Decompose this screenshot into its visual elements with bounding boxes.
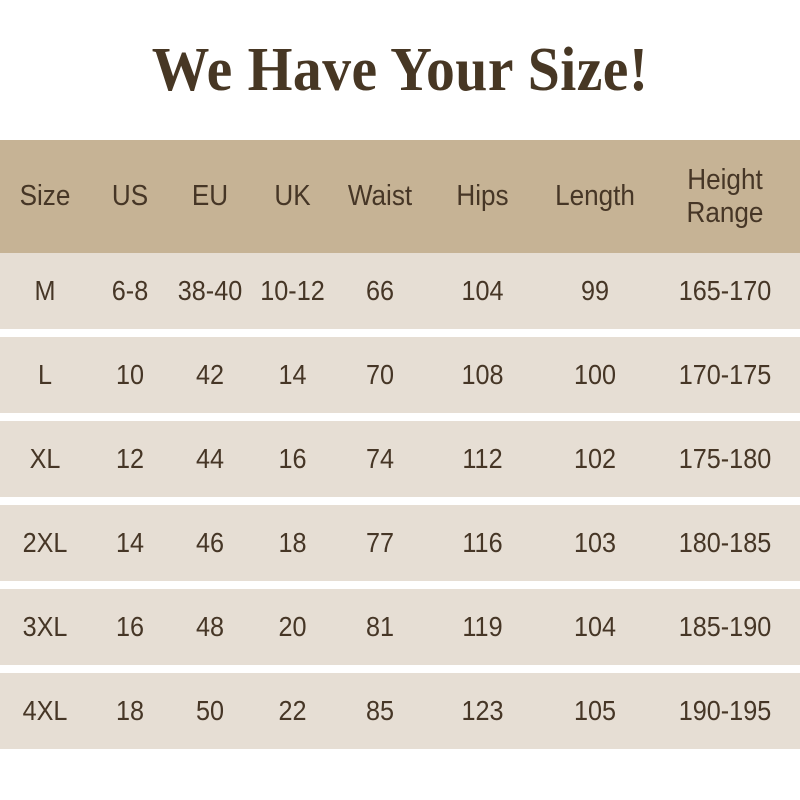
header-eu: EU [191, 180, 229, 213]
cell-hips: 108 [461, 359, 504, 391]
header-length: Length [555, 180, 635, 213]
cell-size: XL [29, 443, 61, 475]
cell-height-range: 175-180 [678, 443, 772, 475]
cell-uk: 20 [278, 611, 307, 643]
cell-us: 18 [115, 695, 145, 727]
cell-size: 2XL [22, 527, 68, 559]
page-title: We Have Your Size! [151, 36, 649, 104]
cell-eu: 42 [195, 359, 225, 391]
cell-length: 103 [573, 527, 617, 559]
cell-uk: 18 [278, 527, 307, 559]
table-row: 2XL 14 46 18 77 116 103 180-185 [0, 505, 800, 581]
cell-eu: 50 [195, 695, 225, 727]
cell-height-range: 190-195 [678, 695, 772, 727]
cell-height-range: 185-190 [678, 611, 772, 643]
cell-waist: 77 [365, 527, 395, 559]
header-size: Size [19, 180, 71, 213]
cell-size: 4XL [22, 695, 68, 727]
cell-height-range: 180-185 [678, 527, 772, 559]
cell-length: 104 [573, 611, 617, 643]
cell-hips: 123 [461, 695, 504, 727]
header-waist: Waist [347, 180, 413, 213]
table-row: 4XL 18 50 22 85 123 105 190-195 [0, 673, 800, 749]
cell-eu: 46 [195, 527, 225, 559]
table-row: L 10 42 14 70 108 100 170-175 [0, 337, 800, 413]
cell-waist: 70 [365, 359, 395, 391]
title-container: We Have Your Size! [0, 0, 800, 140]
cell-us: 6-8 [111, 275, 149, 307]
table-row: 3XL 16 48 20 81 119 104 185-190 [0, 589, 800, 665]
table-header-row: Size US EU UK Waist Hips Length Height R… [0, 140, 800, 253]
cell-length: 105 [573, 695, 617, 727]
cell-hips: 119 [462, 611, 503, 643]
cell-us: 16 [115, 611, 145, 643]
cell-us: 10 [115, 359, 145, 391]
cell-length: 99 [580, 275, 610, 307]
cell-us: 14 [115, 527, 145, 559]
cell-hips: 116 [462, 527, 503, 559]
size-table: Size US EU UK Waist Hips Length Height R… [0, 140, 800, 757]
header-height-range-line1: Height [687, 164, 763, 197]
cell-uk: 22 [278, 695, 307, 727]
table-row: XL 12 44 16 74 112 102 175-180 [0, 421, 800, 497]
header-height-range: Height Range [658, 164, 793, 229]
cell-waist: 85 [365, 695, 395, 727]
cell-us: 12 [115, 443, 145, 475]
cell-eu: 38-40 [177, 275, 243, 307]
cell-eu: 48 [195, 611, 225, 643]
header-us: US [111, 180, 149, 213]
cell-length: 102 [573, 443, 617, 475]
header-uk: UK [274, 180, 311, 213]
cell-height-range: 170-175 [678, 359, 772, 391]
cell-uk: 16 [278, 443, 307, 475]
cell-size: M [34, 275, 56, 307]
cell-hips: 104 [461, 275, 504, 307]
cell-waist: 74 [365, 443, 395, 475]
cell-size: 3XL [22, 611, 68, 643]
header-height-range-line2: Range [686, 196, 764, 229]
cell-eu: 44 [195, 443, 225, 475]
cell-length: 100 [573, 359, 617, 391]
header-hips: Hips [456, 180, 509, 213]
cell-uk: 14 [278, 359, 307, 391]
cell-waist: 81 [365, 611, 395, 643]
cell-height-range: 165-170 [678, 275, 772, 307]
cell-hips: 112 [462, 443, 503, 475]
cell-size: L [37, 359, 53, 391]
table-row: M 6-8 38-40 10-12 66 104 99 165-170 [0, 253, 800, 329]
cell-uk: 10-12 [260, 275, 325, 307]
cell-waist: 66 [365, 275, 395, 307]
